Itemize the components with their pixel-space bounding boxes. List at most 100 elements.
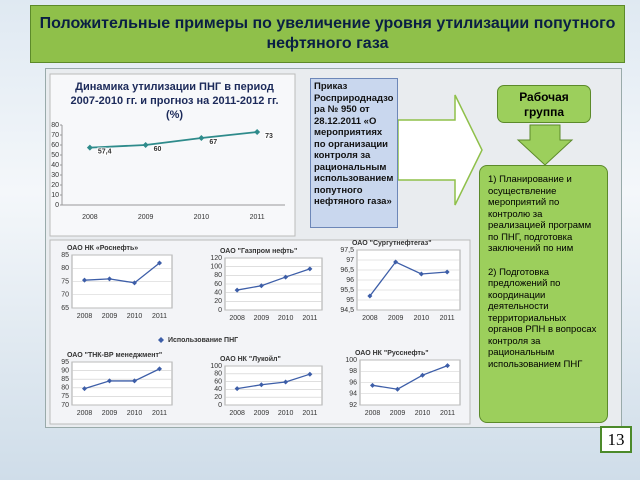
page-number: 13 xyxy=(600,426,632,453)
y-tick-label: 96,5 xyxy=(340,267,354,274)
x-tick-label: 2011 xyxy=(302,410,317,417)
plot-area xyxy=(224,365,323,406)
y-tick-label: 94,5 xyxy=(340,307,354,314)
x-tick-label: 2008 xyxy=(362,315,378,322)
data-point xyxy=(157,260,162,266)
data-point xyxy=(258,283,264,289)
list-item: 2) Подготовка предложений по координации… xyxy=(488,266,597,370)
x-tick-label: 2010 xyxy=(414,315,430,322)
arrow-right xyxy=(397,94,483,206)
y-tick-label: 10 xyxy=(51,192,59,199)
data-point xyxy=(86,144,93,151)
data-point xyxy=(370,382,375,388)
y-tick-label: 94 xyxy=(349,391,357,398)
y-tick-label: 120 xyxy=(210,255,222,262)
x-tick-label: 2008 xyxy=(229,315,245,322)
data-point xyxy=(107,378,112,384)
x-tick-label: 2011 xyxy=(302,315,317,322)
y-tick-label: 100 xyxy=(210,264,222,271)
x-tick-label: 2011 xyxy=(152,410,167,417)
x-tick-label: 2009 xyxy=(102,410,118,417)
main-chart-title: Динамика утилизации ПНГ в период 2007-20… xyxy=(70,81,279,121)
data-point xyxy=(444,269,450,275)
x-tick-label: 2010 xyxy=(278,410,294,417)
slide-title: Положительные примеры по увеличение уров… xyxy=(30,5,625,63)
working-group-title: Рабочая группа xyxy=(497,85,591,123)
y-tick-label: 40 xyxy=(214,290,222,297)
chart-title: ОАО НК «Роснефть» xyxy=(67,245,138,252)
main-chart-bg xyxy=(49,73,296,237)
y-tick-label: 20 xyxy=(51,182,59,189)
y-tick-label: 40 xyxy=(51,162,59,169)
x-tick-label: 2009 xyxy=(388,315,404,322)
x-tick-label: 2008 xyxy=(365,410,381,417)
data-line xyxy=(84,262,160,284)
y-tick-label: 85 xyxy=(61,252,69,259)
y-tick-label: 60 xyxy=(214,281,222,288)
data-point xyxy=(418,271,424,277)
data-point xyxy=(142,142,149,148)
chart-title: ОАО НК "Русснефть" xyxy=(355,350,429,357)
data-point xyxy=(82,386,87,392)
y-tick-label: 20 xyxy=(214,394,222,401)
y-tick-label: 98 xyxy=(349,368,357,375)
data-line xyxy=(369,261,448,297)
y-tick-label: 100 xyxy=(345,357,357,364)
data-point xyxy=(234,386,240,392)
y-tick-label: 95 xyxy=(61,359,69,366)
x-tick-label: 2011 xyxy=(440,410,455,417)
x-tick-label: 2010 xyxy=(194,214,210,221)
data-line xyxy=(89,131,258,149)
y-tick-label: 70 xyxy=(61,402,69,409)
chart-title: ОАО "Сургутнефтегаз" xyxy=(352,240,432,247)
data-point xyxy=(157,366,162,372)
data-point xyxy=(307,266,313,272)
y-tick-label: 92 xyxy=(349,402,357,409)
value-label: 73 xyxy=(265,133,273,140)
x-tick-label: 2009 xyxy=(102,313,118,320)
x-tick-label: 2010 xyxy=(127,313,143,320)
data-point xyxy=(132,280,137,286)
y-tick-label: 75 xyxy=(61,278,69,285)
x-tick-label: 2010 xyxy=(278,315,294,322)
x-tick-label: 2011 xyxy=(250,214,265,221)
working-group-list: 1) Планирование и осуществление мероприя… xyxy=(479,165,608,423)
y-tick-label: 96 xyxy=(349,379,357,386)
arrow-down xyxy=(516,124,574,166)
y-tick-label: 85 xyxy=(61,376,69,383)
chart-title: ОАО НК "Лукойл" xyxy=(220,355,281,363)
data-line xyxy=(237,268,311,291)
value-label: 67 xyxy=(209,139,217,146)
data-point xyxy=(283,274,289,280)
y-tick-label: 60 xyxy=(51,142,59,149)
x-tick-label: 2009 xyxy=(254,315,270,322)
x-tick-label: 2008 xyxy=(77,313,93,320)
data-point xyxy=(307,371,313,377)
data-point xyxy=(420,372,425,378)
order-text: Приказ Росприроднадзора № 950 от 28.12.2… xyxy=(310,78,398,228)
y-tick-label: 65 xyxy=(61,305,69,312)
list-item: 1) Планирование и осуществление мероприя… xyxy=(488,174,592,254)
data-point xyxy=(258,382,264,388)
y-tick-label: 100 xyxy=(210,363,222,370)
x-tick-label: 2010 xyxy=(127,410,143,417)
y-tick-label: 80 xyxy=(214,371,222,378)
y-tick-label: 90 xyxy=(61,367,69,374)
y-tick-label: 95,5 xyxy=(340,287,354,294)
data-point xyxy=(393,259,399,265)
x-tick-label: 2009 xyxy=(254,410,270,417)
y-tick-label: 70 xyxy=(61,292,69,299)
y-tick-label: 80 xyxy=(61,385,69,392)
plot-area xyxy=(71,361,173,406)
data-point xyxy=(445,363,450,369)
y-tick-label: 97,5 xyxy=(340,247,354,254)
y-tick-label: 20 xyxy=(214,298,222,305)
y-tick-label: 60 xyxy=(214,378,222,385)
y-tick-label: 30 xyxy=(51,172,59,179)
data-point xyxy=(234,287,240,293)
legend-marker xyxy=(158,337,164,343)
data-line xyxy=(372,365,448,390)
y-tick-label: 0 xyxy=(55,202,59,209)
value-label: 60 xyxy=(154,146,162,153)
